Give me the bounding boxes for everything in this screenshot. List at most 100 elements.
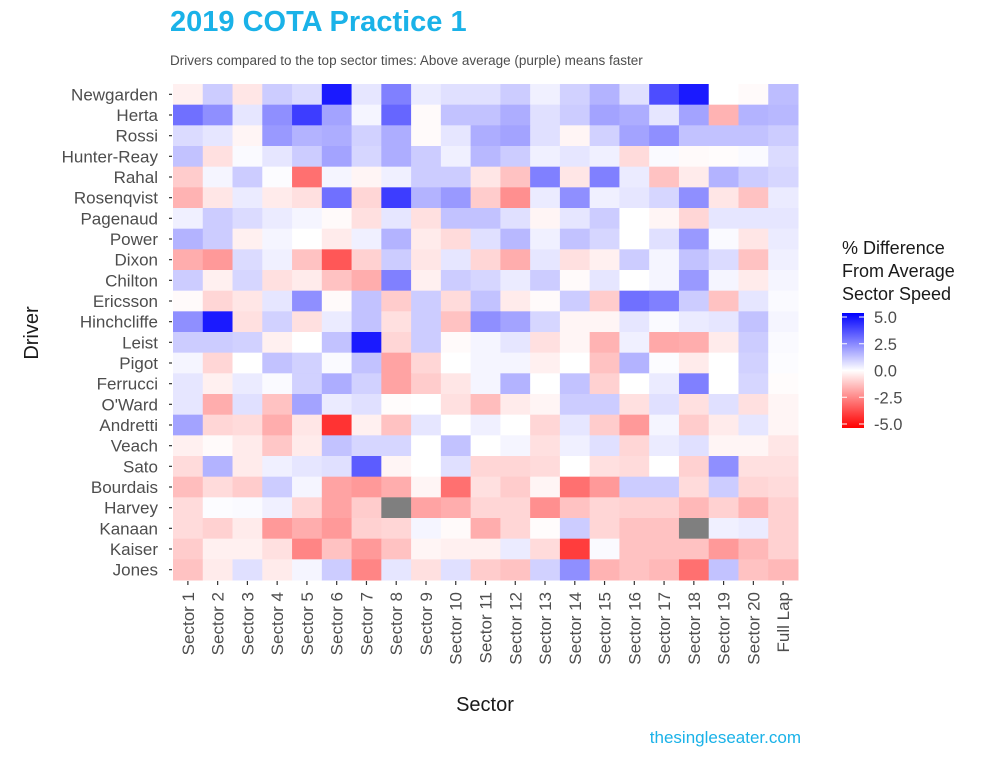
heatmap-cell <box>411 311 442 333</box>
heatmap-cell <box>589 208 620 230</box>
heatmap-cell <box>440 146 472 168</box>
y-axis-title: Driver <box>21 306 43 360</box>
heatmap-cell <box>440 373 472 395</box>
heatmap-cell <box>173 497 204 519</box>
heatmap-cell <box>678 476 710 498</box>
heatmap-cell <box>559 332 591 354</box>
heatmap-cell <box>678 208 710 230</box>
heatmap-cell <box>321 311 353 333</box>
heatmap-cell <box>232 497 263 519</box>
heatmap-cell <box>768 476 799 498</box>
heatmap-cell <box>708 208 739 230</box>
heatmap-cell <box>708 249 739 271</box>
heatmap-cell <box>321 414 353 436</box>
heatmap-cell <box>678 332 710 354</box>
heatmap-cell <box>173 249 204 271</box>
heatmap-cell <box>678 146 710 168</box>
heatmap-cell <box>559 373 591 395</box>
heatmap-cell <box>262 373 293 395</box>
heatmap-cell <box>470 228 501 250</box>
heatmap-cell <box>678 249 710 271</box>
heatmap-cell <box>292 518 323 540</box>
heatmap-cell <box>619 146 650 168</box>
heatmap-cell <box>292 270 323 292</box>
heatmap-cell <box>708 270 739 292</box>
heatmap-cell <box>440 270 472 292</box>
heatmap-cell <box>292 166 323 188</box>
heatmap-cell <box>500 311 531 333</box>
heatmap-cell <box>411 270 442 292</box>
heatmap-cell <box>351 311 382 333</box>
heatmap-cell <box>738 311 769 333</box>
heatmap-cell <box>768 228 799 250</box>
heatmap-cell <box>619 84 650 106</box>
heatmap-cell <box>292 373 323 395</box>
heatmap-cell <box>262 559 293 581</box>
heatmap-cell <box>321 456 353 478</box>
heatmap-cell <box>559 559 591 581</box>
heatmap-cell <box>530 146 561 168</box>
heatmap-cell <box>589 538 620 560</box>
heatmap-cell <box>530 414 561 436</box>
heatmap-cell <box>173 435 204 457</box>
heatmap-cell <box>381 125 412 147</box>
heatmap-cell <box>321 290 353 312</box>
heatmap-cell <box>708 414 739 436</box>
heatmap-cell <box>232 249 263 271</box>
heatmap-cell <box>619 435 650 457</box>
heatmap-cell <box>292 208 323 230</box>
heatmap-cell <box>262 414 293 436</box>
heatmap-cell <box>381 559 412 581</box>
heatmap-cell <box>202 270 234 292</box>
heatmap-cell <box>649 104 680 126</box>
heatmap-cell <box>351 476 382 498</box>
heatmap-cell <box>708 311 739 333</box>
heatmap-cell <box>440 104 472 126</box>
heatmap-cell <box>649 311 680 333</box>
heatmap-cell <box>321 208 353 230</box>
heatmap-cell <box>292 228 323 250</box>
heatmap-cell <box>440 476 472 498</box>
y-tick-label: Harvey <box>104 499 158 518</box>
heatmap-cell <box>440 228 472 250</box>
heatmap-cell <box>173 373 204 395</box>
heatmap-cell <box>470 559 501 581</box>
y-tick-label: Jones <box>113 561 158 580</box>
heatmap-cell <box>202 352 234 374</box>
x-tick-label: Sector 15 <box>596 592 615 665</box>
heatmap-cell <box>619 104 650 126</box>
heatmap-cell <box>738 559 769 581</box>
heatmap-cell <box>738 270 769 292</box>
heatmap-cell <box>351 290 382 312</box>
heatmap-cell <box>619 228 650 250</box>
y-tick-label: Hunter-Reay <box>62 147 159 166</box>
heatmap-cell <box>440 497 472 519</box>
heatmap-cell <box>381 456 412 478</box>
heatmap-cell <box>262 538 293 560</box>
heatmap-cell <box>708 476 739 498</box>
heatmap-cell <box>649 84 680 106</box>
heatmap-cell <box>173 332 204 354</box>
heatmap-cell <box>530 125 561 147</box>
y-tick-label: Rossi <box>115 127 158 146</box>
heatmap-cell <box>649 518 680 540</box>
heatmap-cell <box>559 394 591 416</box>
heatmap-cell <box>232 414 263 436</box>
heatmap-cell <box>381 104 412 126</box>
heatmap-cell <box>589 435 620 457</box>
legend-label: -5.0 <box>874 416 902 434</box>
heatmap-cell <box>708 125 739 147</box>
heatmap-cell <box>411 125 442 147</box>
heatmap-cell <box>589 497 620 519</box>
heatmap-cell <box>649 414 680 436</box>
y-tick-label: Leist <box>122 333 158 352</box>
heatmap-cell <box>619 456 650 478</box>
x-tick-label: Sector 8 <box>387 592 406 655</box>
heatmap-cell <box>530 518 561 540</box>
heatmap-cell <box>321 497 353 519</box>
heatmap-cell <box>202 84 234 106</box>
x-tick-label: Sector 2 <box>209 592 228 655</box>
y-tick-label: Kaiser <box>110 540 159 559</box>
heatmap-cell <box>500 84 531 106</box>
heatmap-cell <box>649 228 680 250</box>
